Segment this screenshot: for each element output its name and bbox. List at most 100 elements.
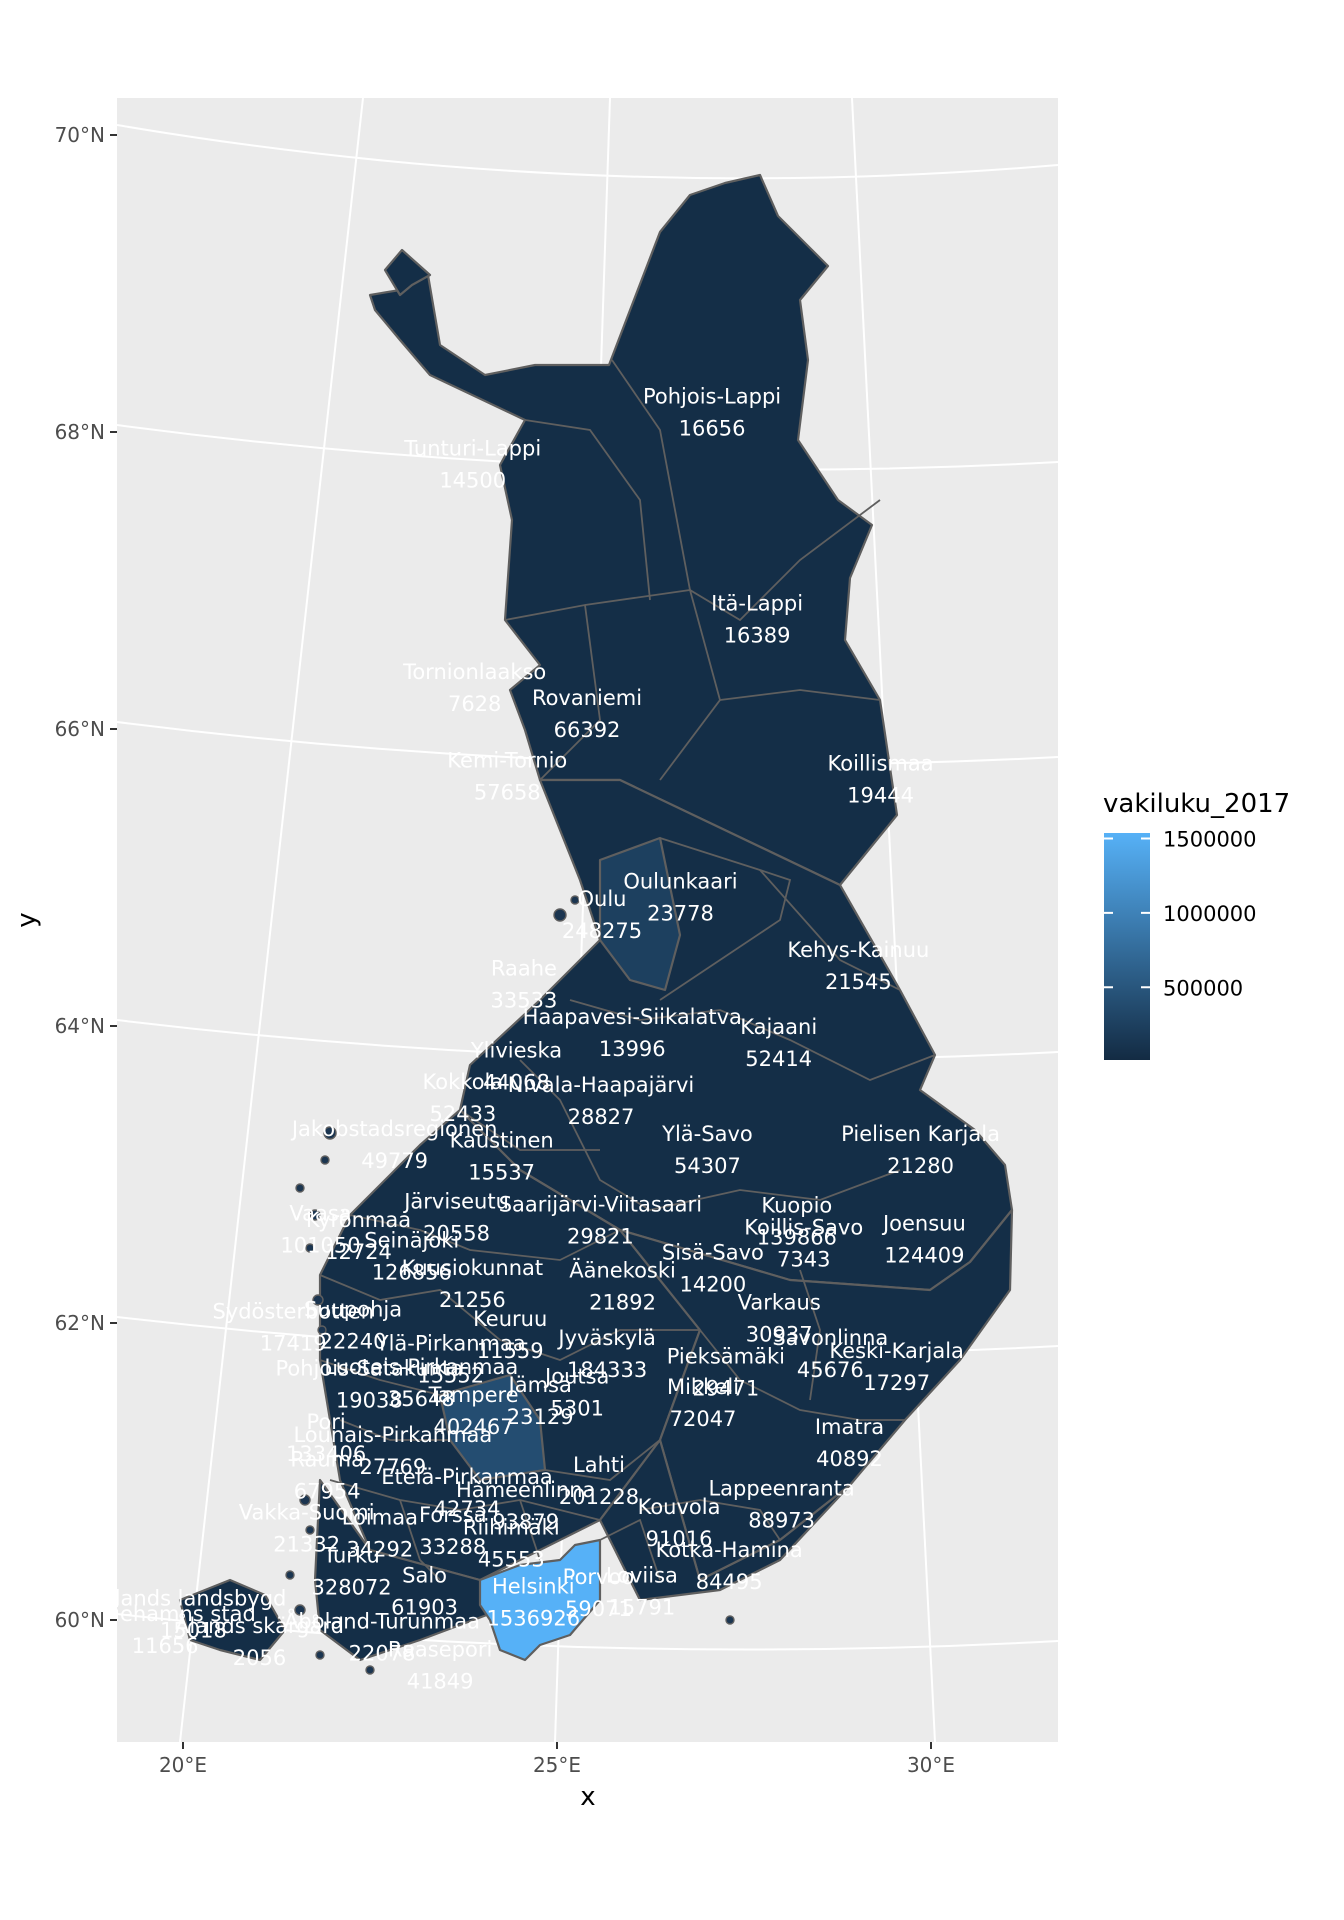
border-line	[659, 837, 792, 1001]
region-name-label: Loimaa	[342, 1505, 418, 1529]
region-value-label: 30937	[746, 1323, 813, 1347]
island	[317, 1325, 327, 1335]
region-value-label: 49779	[361, 1149, 428, 1173]
region-value-label: 33288	[419, 1535, 486, 1559]
region-name-label: Mikkeli	[667, 1375, 739, 1399]
region-value-label: 52414	[745, 1047, 812, 1071]
region-name-label: Porvoo	[563, 1565, 635, 1589]
region-value-label: 11656	[132, 1634, 199, 1658]
region-name-label: Kuopio	[761, 1193, 832, 1217]
region-name-label: Äänekoski	[569, 1258, 676, 1283]
region-lappi-hook	[383, 248, 432, 297]
island	[312, 1294, 324, 1306]
region-name-label: Tampere	[428, 1383, 519, 1407]
region-name-label: Ylä-Pirkanmaa	[375, 1331, 526, 1355]
y-tick-label: 60°N	[55, 1608, 105, 1632]
region-value-label: 66392	[554, 718, 621, 742]
region-value-label: 402467	[433, 1415, 513, 1439]
region-value-label: 21332	[273, 1532, 340, 1556]
region-name-label: Riihimäki	[463, 1516, 560, 1540]
region-value-label: 40892	[816, 1447, 883, 1471]
island	[305, 1243, 315, 1253]
legend-tick-label: 1500000	[1163, 827, 1257, 851]
region-name-label: Kemi-Tornio	[447, 748, 567, 772]
region-value-label: 54307	[674, 1154, 741, 1178]
region-name-label: Kyrönmaa	[306, 1208, 411, 1232]
region-value-label: 42734	[434, 1497, 501, 1521]
region-name-label: Sydösterbotten	[212, 1299, 374, 1323]
region-name-label: Savonlinna	[772, 1326, 888, 1350]
region-value-label: 33533	[491, 988, 558, 1012]
region-value-label: 15552	[417, 1363, 484, 1387]
region-name-label: Åboland-Turunmaa	[284, 1608, 480, 1634]
region-value-label: 15018	[160, 1618, 227, 1642]
region-name-label: Jämsä	[507, 1373, 572, 1397]
border-line	[319, 1359, 441, 1396]
graticule-20e	[179, 98, 364, 1742]
region-name-label: Joensuu	[881, 1211, 966, 1235]
island	[553, 908, 567, 922]
region-value-label: 45676	[797, 1358, 864, 1382]
x-tick-label: 20°E	[159, 1753, 207, 1777]
region-name-label: Turku	[322, 1544, 379, 1568]
region-value-label: 23778	[647, 901, 714, 925]
y-tick-label: 70°N	[55, 123, 105, 147]
region-value-label: 21256	[439, 1288, 506, 1312]
region-value-label: 21280	[887, 1154, 954, 1178]
region-name-label: Ylivieska	[470, 1039, 562, 1063]
region-value-label: 22240	[320, 1329, 387, 1353]
border-line	[504, 603, 601, 781]
border-line	[759, 869, 901, 991]
region-name-label: Suupohja	[304, 1297, 402, 1321]
island	[320, 1155, 330, 1165]
border-line	[459, 1109, 600, 1151]
border-line	[339, 1419, 450, 1441]
region-name-label: Kokkola	[423, 1070, 504, 1094]
region-name-label: Ålands landsbygd	[100, 1584, 286, 1610]
x-tick-label: 25°E	[533, 1753, 581, 1777]
island	[725, 1615, 735, 1625]
region-value-label: 328072	[311, 1576, 391, 1600]
island	[294, 1604, 306, 1616]
region-name-label: Rauma	[290, 1447, 364, 1471]
region-value-label: 13996	[599, 1037, 666, 1061]
region-value-label: 19444	[847, 783, 914, 807]
island	[315, 1650, 325, 1660]
border-line	[719, 689, 881, 701]
region-value-label: 17297	[863, 1371, 930, 1395]
border-line	[519, 1059, 901, 1211]
graticule-70n	[117, 124, 1058, 180]
island	[365, 1665, 375, 1675]
region-name-label: Järviseutu	[402, 1190, 509, 1214]
region-name-label: Kuusiokunnat	[402, 1256, 544, 1280]
island	[299, 1494, 311, 1506]
region-labels: Pohjois-Lappi 16656 Tunturi-Lappi 14500 Itä-…	[100, 384, 1000, 1693]
region-name-label: Seinäjoki	[364, 1228, 459, 1252]
region-value-label: 11559	[477, 1339, 544, 1363]
legend-tick-label: 1000000	[1163, 902, 1257, 926]
region-name-label: Kouvola	[638, 1495, 721, 1519]
region-value-label: 21892	[589, 1291, 656, 1315]
border-line	[611, 359, 881, 622]
border-line	[599, 1518, 661, 1581]
region-value-label: 91016	[646, 1527, 713, 1551]
region-name-label: Koillismaa	[828, 751, 934, 775]
y-tick-label: 62°N	[55, 1311, 105, 1335]
region-name-label: Oulu	[577, 887, 626, 911]
region-name-label: Ålands skärgård	[175, 1612, 344, 1638]
region-value-label: 84495	[696, 1570, 763, 1594]
graticule-30e	[851, 98, 936, 1742]
region-name-label: Tunturi-Lappi	[403, 436, 541, 460]
region-value-label: 29821	[567, 1224, 634, 1248]
region-name-label: Raahe	[491, 956, 557, 980]
region-value-label: 5301	[551, 1396, 604, 1420]
region-value-label: 41849	[407, 1669, 474, 1693]
region-value-label: 17419	[260, 1331, 327, 1355]
region-polygons	[178, 173, 1014, 1662]
region-name-label: Pieksämäki	[667, 1345, 785, 1369]
region-name-label: Vakka-Suomi	[239, 1500, 375, 1524]
region-value-label: 14200	[679, 1273, 746, 1297]
region-value-label: 139866	[757, 1225, 837, 1249]
region-name-label: Loviisa	[606, 1563, 678, 1587]
